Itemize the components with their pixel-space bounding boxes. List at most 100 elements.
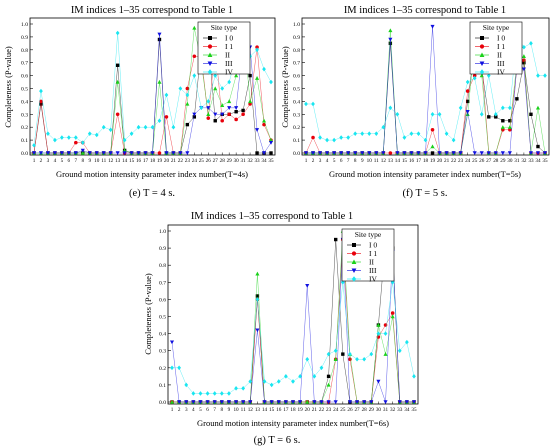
panel-caption: (e) T = 4 s.: [129, 188, 175, 199]
y-tick-label: 0.2: [21, 125, 28, 131]
x-tick-label: 4: [54, 158, 57, 164]
data-point-diamond: [367, 131, 372, 136]
data-point-triangle-down: [367, 151, 372, 156]
data-point-diamond: [122, 137, 127, 143]
x-tick-label: 18: [150, 158, 156, 164]
data-point-triangle-up: [185, 101, 190, 106]
data-point-circle: [479, 44, 485, 49]
data-point-triangle-down: [312, 400, 317, 405]
x-tick-label: 17: [416, 158, 422, 164]
data-point-triangle-up: [388, 28, 393, 33]
data-point-circle: [255, 45, 259, 50]
x-tick-label: 16: [276, 407, 282, 413]
data-point-diamond: [269, 79, 273, 85]
data-point-triangle-down: [255, 128, 260, 132]
data-point-square: [255, 294, 260, 298]
x-tick-label: 9: [88, 158, 91, 164]
data-point-triangle-up: [192, 25, 197, 30]
data-point-square: [494, 115, 498, 119]
data-point-triangle-down: [169, 340, 175, 345]
x-tick-label: 35: [411, 407, 417, 413]
data-point-diamond: [198, 391, 203, 396]
panel-caption: (g) T = 6 s.: [254, 435, 301, 446]
data-point-triangle-down: [207, 61, 213, 66]
data-point-diamond: [486, 73, 491, 78]
data-point-triangle-down: [362, 400, 367, 405]
data-point-square: [39, 102, 43, 106]
data-point-diamond: [362, 356, 367, 362]
data-point-diamond: [353, 131, 358, 136]
data-point-circle: [115, 112, 120, 117]
data-point-triangle-down: [52, 151, 57, 156]
data-point-triangle-down: [451, 151, 456, 156]
data-point-diamond: [199, 105, 204, 111]
data-point-triangle-up: [351, 259, 357, 264]
data-point-triangle-down: [325, 151, 330, 156]
data-point-triangle-down: [164, 151, 169, 156]
data-point-circle: [351, 251, 357, 256]
data-point-diamond: [351, 276, 357, 282]
data-point-diamond: [80, 140, 85, 145]
data-point-circle: [220, 118, 224, 123]
x-tick-label: 21: [312, 407, 318, 413]
data-point-triangle-up: [206, 112, 211, 116]
data-point-triangle-down: [234, 106, 239, 110]
x-tick-label: 21: [171, 158, 177, 164]
data-point-diamond: [206, 99, 211, 104]
x-tick-label: 8: [354, 158, 357, 164]
y-tick-label: 0.4: [159, 332, 166, 338]
x-tick-label: 10: [94, 158, 100, 164]
data-point-diamond: [164, 92, 169, 98]
data-point-diamond: [409, 131, 414, 136]
y-tick-label: 0.4: [293, 99, 300, 105]
data-point-diamond: [227, 391, 231, 396]
data-point-triangle-down: [255, 328, 260, 333]
data-point-triangle-up: [333, 357, 338, 361]
data-point-triangle-down: [262, 400, 267, 405]
data-point-triangle-down: [101, 151, 106, 156]
x-tick-label: 28: [362, 407, 368, 413]
x-tick-label: 6: [68, 158, 71, 164]
data-point-diamond: [213, 73, 218, 78]
legend-entry-label: I 1: [225, 42, 233, 51]
legend-title: Site type: [355, 230, 382, 239]
legend-entry-label: IV: [369, 275, 377, 284]
x-tick-label: 20: [437, 158, 443, 164]
data-point-diamond: [355, 356, 359, 362]
data-point-triangle-down: [376, 379, 381, 384]
data-point-diamond: [430, 112, 435, 117]
data-point-diamond: [522, 44, 526, 50]
x-tick-label: 2: [312, 158, 315, 164]
data-point-triangle-down: [87, 151, 92, 156]
data-point-diamond: [543, 73, 547, 78]
x-tick-label: 34: [404, 407, 410, 413]
x-tick-label: 19: [298, 407, 304, 413]
x-tick-label: 33: [528, 158, 534, 164]
data-point-triangle-down: [351, 268, 357, 273]
x-tick-label: 6: [340, 158, 343, 164]
x-tick-label: 13: [388, 158, 394, 164]
y-tick-label: 0.4: [21, 99, 28, 105]
panel-title: IM indices 1–35 correspond to Table 1: [344, 5, 506, 16]
data-point-triangle-down: [303, 151, 309, 156]
data-point-triangle-down: [326, 400, 331, 405]
data-point-diamond: [472, 75, 477, 81]
y-tick-label: 0.2: [159, 366, 166, 372]
data-point-circle: [311, 135, 315, 140]
y-tick-label: 0.6: [159, 297, 166, 303]
data-point-circle: [185, 86, 190, 91]
data-point-triangle-up: [255, 271, 260, 276]
data-point-diamond: [360, 131, 365, 136]
data-point-triangle-down: [355, 400, 360, 405]
data-point-square: [157, 37, 162, 42]
data-point-square: [465, 99, 470, 104]
x-tick-label: 14: [262, 407, 268, 413]
x-tick-label: 12: [108, 158, 114, 164]
data-point-diamond: [412, 374, 416, 379]
data-point-diamond: [369, 351, 374, 357]
data-point-square: [529, 112, 533, 116]
y-tick-label: 0.3: [293, 112, 300, 118]
data-point-triangle-down: [283, 400, 288, 405]
data-point-diamond: [381, 124, 386, 130]
data-point-triangle-up: [157, 79, 162, 84]
